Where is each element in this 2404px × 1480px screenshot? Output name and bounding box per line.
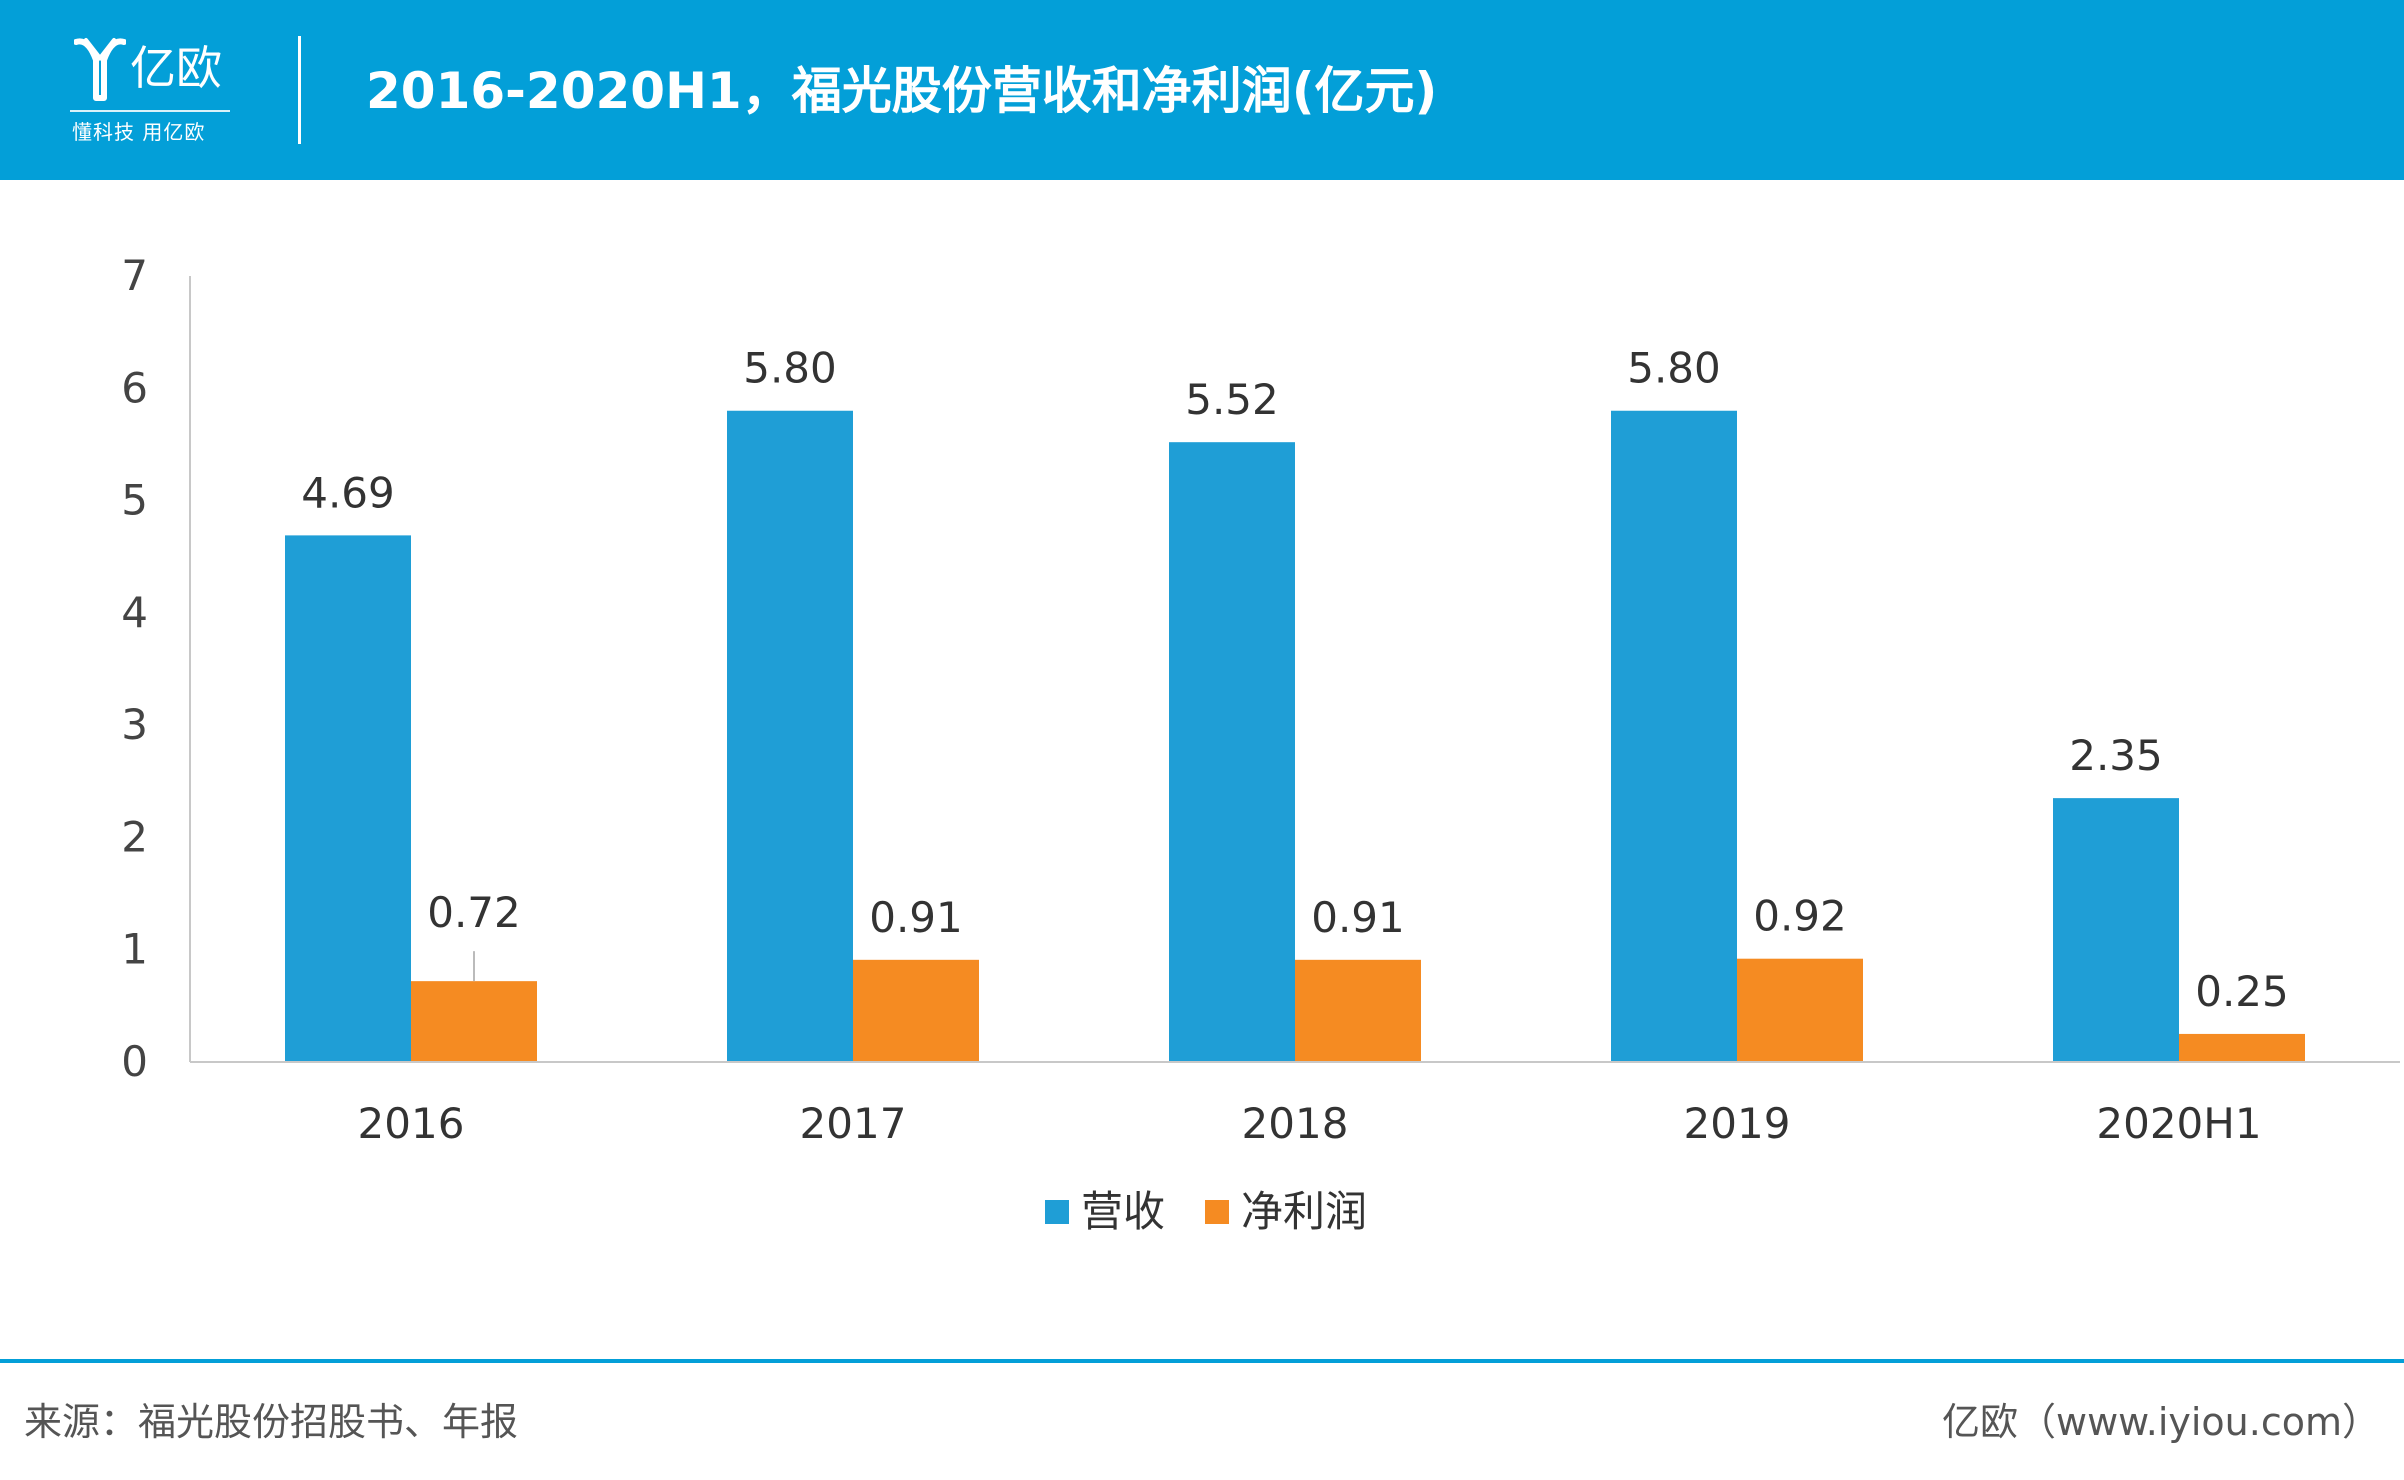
y-tick-label: 4: [121, 588, 148, 637]
source-note: 来源：福光股份招股书、年报: [24, 1400, 519, 1444]
y-tick-label: 7: [121, 251, 148, 300]
bar-series: 4.69 0.72 5.80 0.91 5.52 0.91 5.80 0.92 2.35 0.25: [285, 344, 2305, 1062]
logo-text: 亿欧: [130, 41, 222, 95]
x-tick-label: 2019: [1684, 1099, 1791, 1148]
bar-revenue: [2053, 798, 2179, 1062]
y-tick-label: 5: [121, 476, 148, 525]
x-tick-label: 2018: [1242, 1099, 1349, 1148]
data-label: 4.69: [301, 468, 395, 517]
x-tick-label: 2017: [800, 1099, 907, 1148]
bar-revenue: [1611, 410, 1737, 1062]
data-label: 0.91: [1311, 893, 1405, 942]
y-tick-label: 2: [121, 812, 148, 861]
bar-net-profit: [1737, 958, 1863, 1062]
bar-revenue: [1169, 442, 1295, 1062]
chart-title: 2016-2020H1，福光股份营收和净利润(亿元): [366, 62, 1438, 120]
legend-swatch: [1205, 1200, 1229, 1224]
x-axis: 2016 2017 2018 2019 2020H1: [190, 1061, 2400, 1148]
y-tick-label: 6: [121, 363, 148, 412]
data-label: 0.72: [427, 888, 521, 937]
y-tick-label: 3: [121, 700, 148, 749]
credit-link[interactable]: 亿欧（www.iyiou.com）: [1941, 1400, 2380, 1444]
data-label: 0.92: [1753, 892, 1847, 941]
header-banner: 亿欧 懂科技 用亿欧 2016-2020H1，福光股份营收和净利润(亿元): [0, 0, 2404, 180]
data-label: 2.35: [2069, 731, 2163, 780]
data-label: 5.80: [743, 344, 837, 393]
x-tick-label: 2020H1: [2096, 1099, 2261, 1148]
header-divider: [298, 36, 301, 144]
bar-net-profit: [853, 959, 979, 1062]
y-axis: 0 1 2 3 4 5 6 7: [121, 251, 191, 1086]
y-tick-label: 1: [121, 925, 148, 974]
bar-revenue: [727, 410, 853, 1062]
legend-swatch: [1045, 1200, 1069, 1224]
logo-y-icon: [74, 38, 126, 101]
brand-logo[interactable]: 亿欧 懂科技 用亿欧: [70, 30, 240, 150]
footer-rule: [0, 1359, 2404, 1363]
x-tick-label: 2016: [358, 1099, 465, 1148]
data-label: 0.25: [2195, 967, 2289, 1016]
legend-label: 营收: [1081, 1187, 1165, 1236]
chart-legend: 营收 净利润: [1045, 1187, 1367, 1236]
logo-rule: [70, 110, 230, 112]
bar-revenue: [285, 535, 411, 1062]
data-label: 5.80: [1627, 344, 1721, 393]
legend-label: 净利润: [1241, 1187, 1367, 1236]
bar-net-profit: [2179, 1033, 2305, 1062]
logo-slogan: 懂科技 用亿欧: [72, 120, 206, 144]
y-tick-label: 0: [121, 1037, 148, 1086]
data-label: 5.52: [1185, 375, 1279, 424]
bar-net-profit: [1295, 959, 1421, 1062]
bar-chart: 0 1 2 3 4 5 6 7 4.69 0.72 5.80 0.91 5.52 0.91 5.80 0.9…: [121, 251, 2400, 1236]
data-label: 0.91: [869, 893, 963, 942]
bar-net-profit: [411, 981, 537, 1062]
